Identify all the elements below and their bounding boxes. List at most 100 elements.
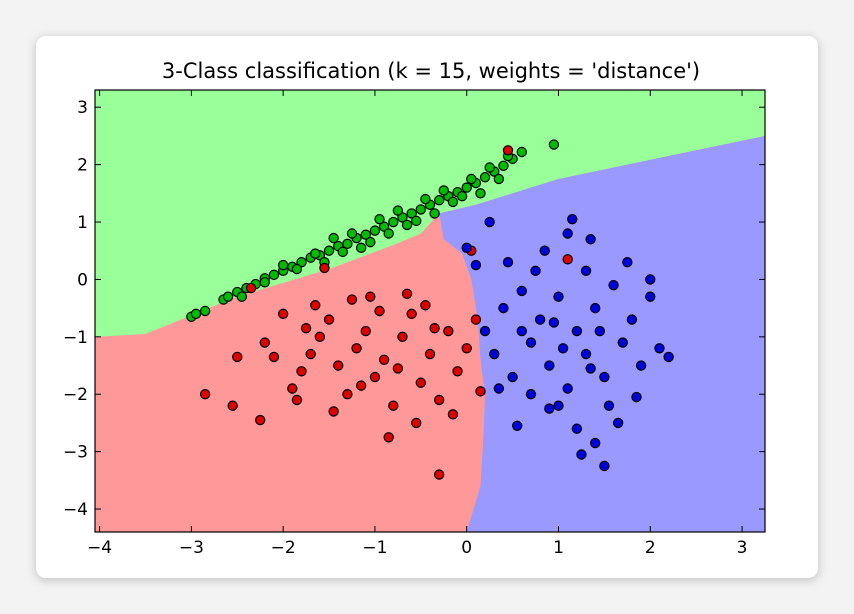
point-blue [599,371,610,383]
point-green [365,236,376,248]
point-red [342,389,353,400]
point-blue [599,460,610,472]
axes: −4 −3 −2 −1 0 1 2 3 3 2 1 0 −1 −2 −3 −4 [63,89,766,558]
data-points [186,139,674,480]
point-green [369,225,381,236]
point-red [461,343,472,354]
point-green [415,204,427,215]
point-red [314,331,326,343]
point-red [305,348,316,360]
point-green [498,160,509,171]
point-red [268,351,280,363]
point-green [438,185,449,196]
point-blue [553,400,564,411]
point-blue [590,437,601,449]
point-blue [585,234,596,245]
y-tick-label: 1 [77,213,88,233]
point-blue [493,383,505,394]
point-red [562,254,573,265]
point-blue [562,383,573,394]
point-red [277,308,289,320]
x-tick-label: −1 [362,538,387,558]
point-red [296,366,307,377]
point-red [429,323,440,334]
point-green [310,248,321,259]
point-green [475,188,486,199]
point-green [222,291,234,302]
point-green [456,190,468,202]
point-blue [617,337,628,348]
chart-title: 3-Class classification (k = 15, weights … [162,59,700,83]
point-blue [516,325,527,337]
y-tick-label: 3 [77,98,88,118]
point-blue [585,363,596,374]
point-red [502,145,514,156]
point-blue [635,360,647,371]
point-green [401,219,413,231]
point-blue [534,314,546,325]
point-green [346,228,358,239]
point-green [199,305,211,317]
point-red [447,409,459,420]
y-tick-label: −3 [63,443,88,463]
plot-frame [94,89,766,533]
point-red [199,389,211,400]
point-blue [603,400,615,411]
point-green [190,308,202,320]
point-green [420,193,431,205]
point-green [236,291,248,302]
point-green [548,139,560,150]
point-blue [631,391,642,403]
point-green [328,232,339,244]
point-red [287,383,298,394]
point-blue [571,325,583,337]
point-red [310,300,321,311]
point-blue [553,291,564,302]
point-blue [525,389,537,400]
x-tick-label: −2 [271,538,296,558]
point-green [433,195,445,206]
point-blue [608,279,619,291]
point-red [369,371,381,383]
point-red [378,354,390,365]
point-red [415,377,427,388]
point-green [406,208,417,219]
point-red [383,432,394,443]
point-green [360,229,371,240]
point-green [392,205,404,216]
point-blue [484,216,495,228]
point-blue [516,285,527,297]
point-blue [502,257,514,268]
point-red [333,360,344,371]
point-red [355,380,367,391]
point-blue [548,317,560,328]
point-green [479,172,491,183]
point-green [342,238,353,250]
point-red [346,294,358,305]
point-blue [645,291,656,302]
point-blue [489,348,500,360]
point-blue [530,265,541,277]
point-blue [612,417,624,429]
point-green [516,146,527,158]
point-blue [461,242,472,254]
point-red [319,262,330,274]
point-red [420,300,431,311]
point-blue [645,274,656,285]
point-green [466,173,477,185]
x-tick-label: 0 [461,538,472,558]
point-green [461,182,472,193]
point-red [475,386,486,397]
point-red [406,308,417,320]
point-blue [580,265,592,277]
point-red [424,348,436,360]
point-red [397,331,408,343]
point-green [259,277,270,288]
point-blue [479,325,491,337]
point-blue [663,351,674,363]
point-red [392,363,404,374]
point-green [484,162,495,173]
y-tick-label: −2 [63,385,88,405]
point-red [433,394,445,406]
point-red [351,343,362,354]
